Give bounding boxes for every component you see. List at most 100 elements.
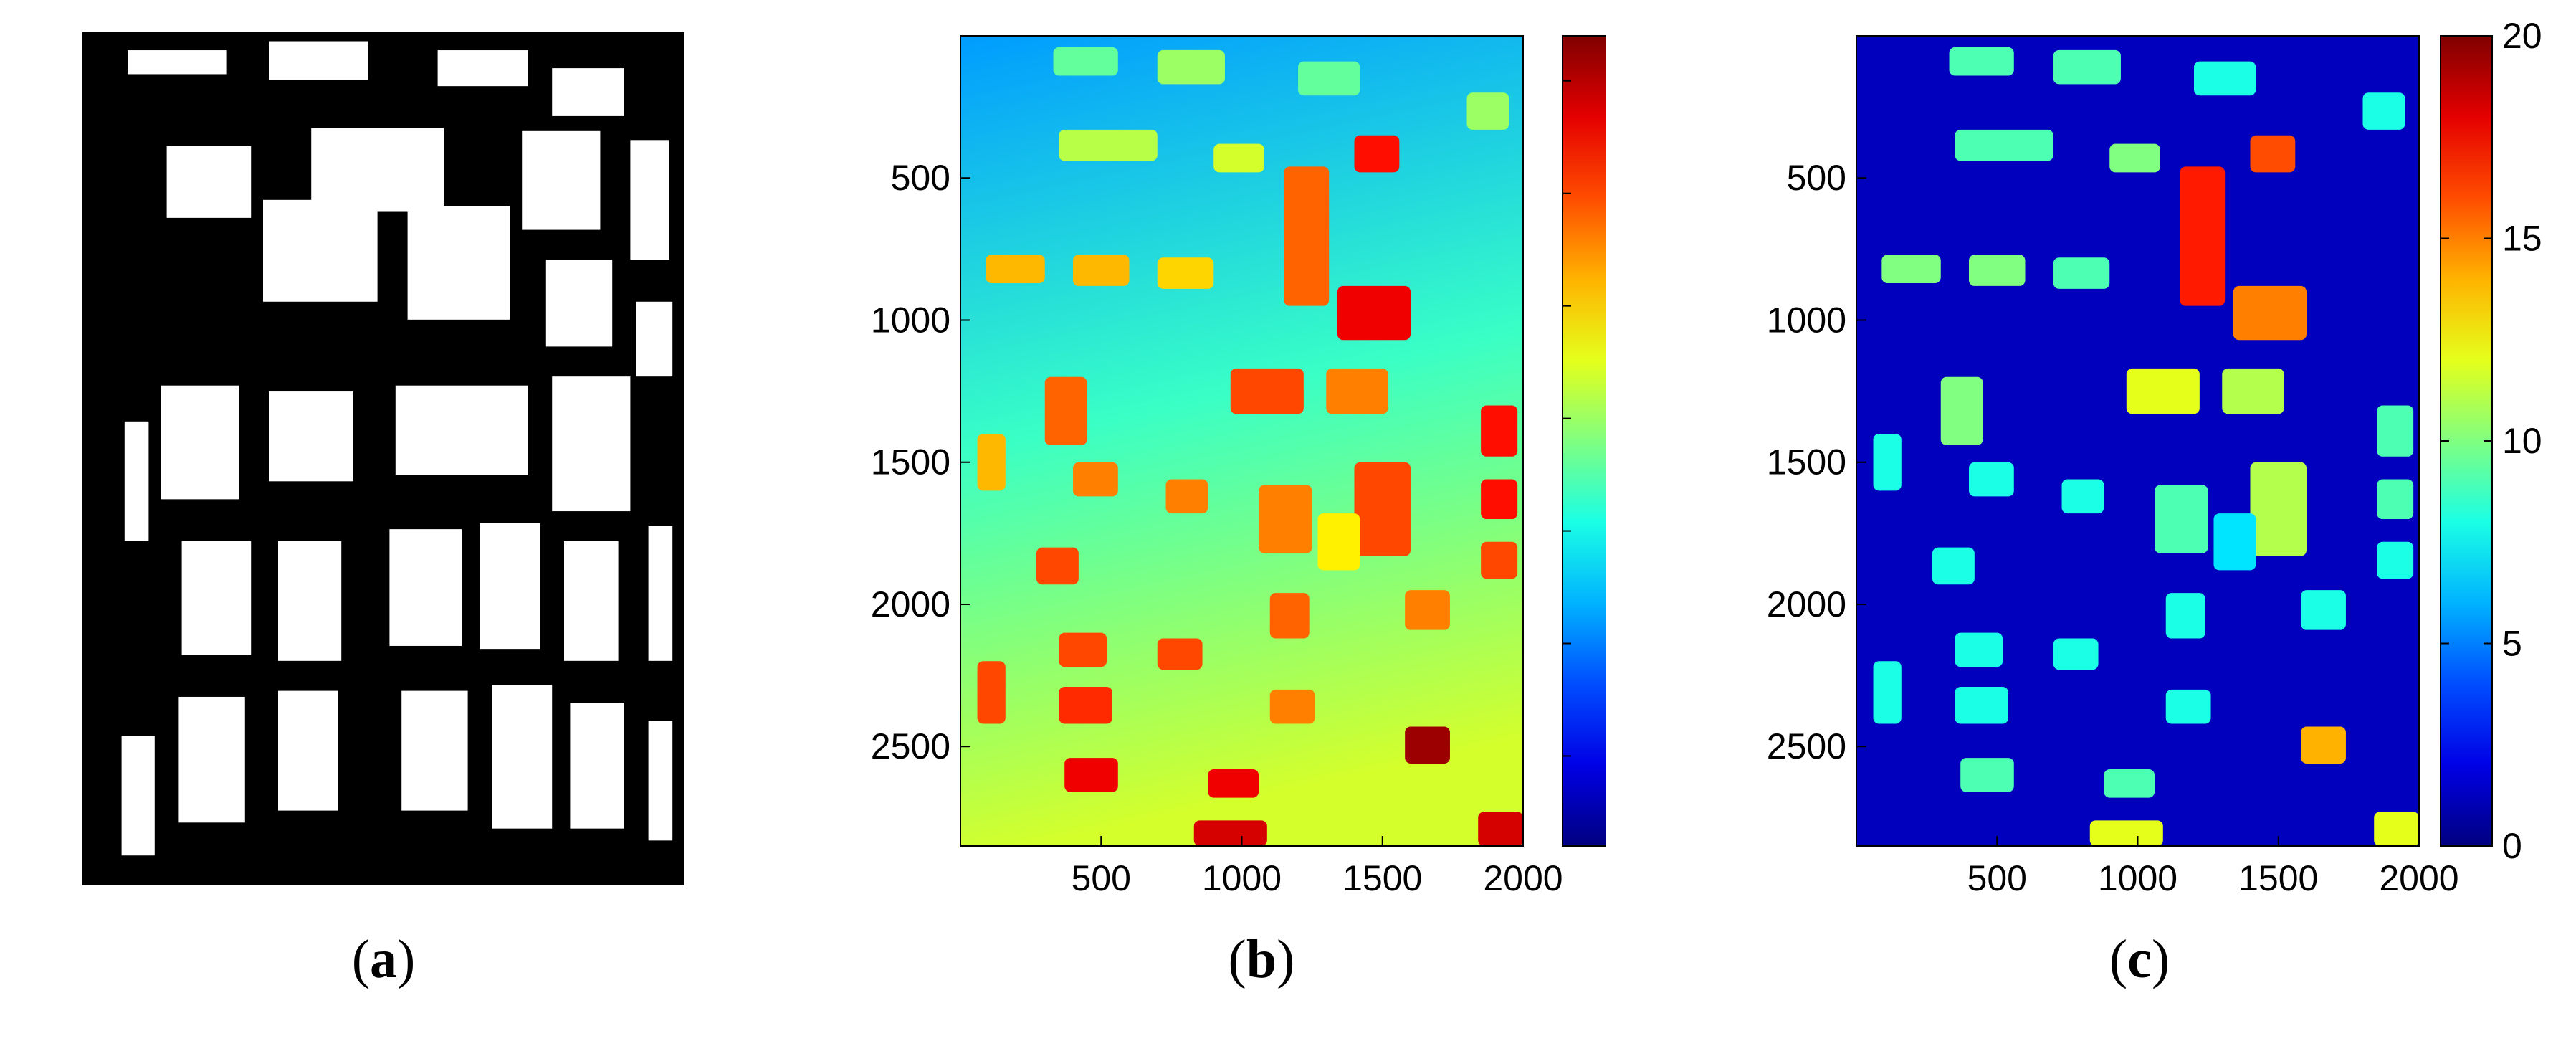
mask-region: [437, 50, 528, 87]
mask-region: [128, 50, 227, 75]
mask-region: [545, 260, 613, 347]
y-tick-label: 1000: [871, 300, 950, 340]
building-cell: [2377, 479, 2414, 520]
mask-region: [121, 736, 155, 856]
mask-region: [181, 541, 252, 655]
building-cell: [2233, 285, 2307, 341]
x-tick-label: 2000: [2379, 858, 2458, 898]
mask-region: [311, 128, 444, 212]
building-cell: [1873, 661, 1902, 724]
mask-bright-regions: [121, 41, 673, 856]
x-tick-label: 500: [1072, 858, 1131, 898]
mask-region: [636, 301, 673, 377]
building-cell: [1955, 686, 2008, 724]
colorbar-tick-label: 15: [2502, 219, 2542, 259]
building-cell: [1955, 129, 2053, 161]
building-cell: [1337, 285, 1411, 341]
building-cell: [1481, 541, 1518, 579]
building-cell: [1269, 689, 1315, 724]
mask-region: [552, 68, 624, 116]
colorbar-tick-label: 5: [2502, 624, 2522, 664]
mask-region: [389, 529, 462, 646]
y-tick-label: 500: [891, 158, 950, 198]
building-cell: [2374, 812, 2419, 846]
mask-region: [407, 206, 510, 320]
mask-region: [124, 421, 149, 541]
building-cell: [2155, 485, 2208, 553]
building-cell: [1059, 686, 1112, 724]
building-cell: [1059, 632, 1107, 667]
building-cell: [2053, 257, 2110, 289]
building-cell: [2213, 513, 2256, 571]
caption-c: (c): [2109, 929, 2170, 989]
building-cell: [1478, 812, 1523, 846]
colorbar: [1562, 35, 1606, 847]
mask-region: [269, 41, 368, 80]
building-cell: [2250, 462, 2307, 556]
y-tick-label: 2000: [1767, 584, 1846, 624]
building-cell: [2104, 769, 2155, 798]
building-cell: [1193, 820, 1267, 846]
building-cell: [1230, 368, 1304, 414]
y-tick-label: 1500: [871, 442, 950, 483]
mask-region: [401, 690, 468, 811]
elevation-map-panel: 5001000150020005001000150020002500155160…: [871, 35, 1606, 898]
building-cell: [1405, 726, 1450, 764]
y-tick-label: 2000: [871, 584, 950, 624]
caption-a: (a): [351, 929, 416, 989]
building-cell: [1873, 434, 1902, 491]
building-cell: [1298, 61, 1360, 96]
mask-region: [480, 523, 540, 650]
building-cell: [2301, 726, 2346, 764]
y-tick-label: 2500: [1767, 726, 1846, 766]
building-cell: [1969, 462, 2014, 497]
building-cell: [2061, 479, 2104, 514]
building-cell: [1466, 92, 1509, 130]
building-cell: [1053, 47, 1118, 76]
building-cell: [1157, 49, 1225, 85]
building-cell: [1036, 547, 1079, 585]
mask-region: [630, 140, 669, 260]
building-cell: [2165, 689, 2211, 724]
mask-region: [522, 130, 601, 230]
building-cell: [1317, 513, 1360, 571]
mask-region: [263, 199, 378, 302]
mask-region: [492, 685, 553, 829]
building-cell: [986, 255, 1045, 283]
mask-region: [166, 146, 252, 218]
building-cell: [1960, 758, 2014, 792]
building-cell: [1940, 376, 1983, 445]
colorbar-tick-label: 0: [2502, 826, 2522, 866]
mask-region: [178, 696, 245, 823]
building-cell: [1326, 368, 1388, 414]
y-tick-label: 1500: [1767, 442, 1846, 483]
mask-region: [278, 690, 338, 811]
building-cell: [1165, 479, 1208, 514]
building-cell: [1932, 547, 1975, 585]
x-tick-label: 500: [1967, 858, 2027, 898]
mask-region: [278, 541, 342, 661]
y-tick-label: 1000: [1767, 300, 1846, 340]
colorbar-tick-label: 20: [2502, 22, 2542, 56]
building-cell: [2362, 92, 2405, 130]
building-cell: [1073, 255, 1130, 286]
y-tick-label: 500: [1787, 158, 1846, 198]
building-cell: [2053, 49, 2121, 85]
building-layer: [1873, 47, 2419, 846]
colorbar-tick-label: 10: [2502, 421, 2542, 461]
building-cell: [1881, 255, 1941, 283]
building-cell: [1064, 758, 1118, 792]
x-tick-label: 1500: [1342, 858, 1422, 898]
mask-region: [648, 721, 673, 841]
building-cell: [1405, 590, 1450, 630]
mask-region: [395, 385, 528, 475]
x-tick-label: 1000: [2098, 858, 2177, 898]
x-tick-label: 1500: [2238, 858, 2318, 898]
mask-region: [570, 703, 624, 829]
building-cell: [2377, 541, 2414, 579]
building-cell: [1073, 462, 1118, 497]
building-cell: [1284, 166, 1330, 306]
height-map-panel: 500 1000 1500 2000 500 1000 1500 2000 2500 0 5 10 15…: [1767, 22, 2542, 898]
x-tick-label: 1000: [1202, 858, 1282, 898]
building-cell: [977, 434, 1006, 491]
